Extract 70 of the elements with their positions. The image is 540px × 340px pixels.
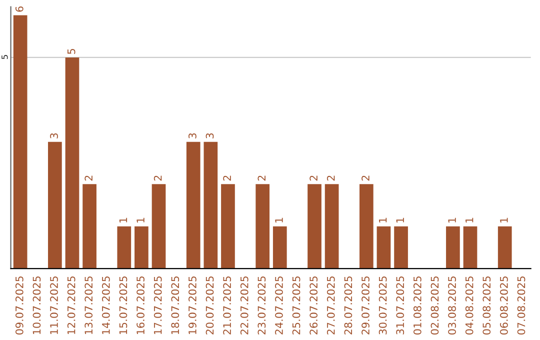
data-label: 1 xyxy=(500,218,508,222)
bar xyxy=(204,142,218,269)
x-tick-label: 20.07.2025 xyxy=(206,276,214,334)
data-label: 2 xyxy=(310,176,318,181)
x-tick-label: 25.07.2025 xyxy=(292,276,300,334)
x-tick-label: 02.08.2025 xyxy=(430,276,439,334)
x-tick-label: 06.08.2025 xyxy=(500,276,508,334)
bar xyxy=(221,184,235,269)
x-tick-label: 31.07.2025 xyxy=(396,276,404,334)
x-tick-label: 18.07.2025 xyxy=(171,276,180,334)
bar xyxy=(360,184,374,269)
x-tick-label: 21.07.2025 xyxy=(223,276,231,334)
bar xyxy=(256,184,270,269)
data-label: 3 xyxy=(188,133,196,138)
x-tick-label: 17.07.2025 xyxy=(154,276,162,334)
x-tick-label: 04.08.2025 xyxy=(465,276,474,334)
bar xyxy=(324,184,339,269)
data-label: 2 xyxy=(84,176,92,181)
x-tick-label: 26.07.2025 xyxy=(310,276,318,334)
x-tick-label: 19.07.2025 xyxy=(188,276,196,334)
data-label: 1 xyxy=(119,218,128,222)
data-label: 2 xyxy=(258,176,266,181)
bar xyxy=(394,226,408,269)
x-tick-label: 16.07.2025 xyxy=(136,276,144,334)
data-label: 2 xyxy=(326,176,335,181)
data-label: 3 xyxy=(50,133,58,138)
x-tick-label: 15.07.2025 xyxy=(119,276,128,334)
x-tick-label: 28.07.2025 xyxy=(344,276,352,334)
x-tick-label: 27.07.2025 xyxy=(326,276,335,334)
bar xyxy=(117,226,132,269)
x-tick-label: 05.08.2025 xyxy=(482,276,491,334)
x-tick-label: 07.08.2025 xyxy=(517,276,526,334)
x-tick-label: 03.08.2025 xyxy=(448,276,456,334)
bar xyxy=(308,184,322,269)
bar xyxy=(498,226,512,269)
x-tick-label: 24.07.2025 xyxy=(275,276,283,334)
x-tick-label: 29.07.2025 xyxy=(362,276,370,334)
bar xyxy=(446,226,460,269)
bar xyxy=(13,15,28,269)
x-tick-label: 01.08.2025 xyxy=(413,276,422,334)
x-tick-label: 14.07.2025 xyxy=(102,276,110,334)
x-tick-label: 30.07.2025 xyxy=(378,276,387,334)
data-label: 2 xyxy=(223,176,231,181)
bar xyxy=(82,184,96,269)
data-label: 1 xyxy=(275,218,283,222)
bar xyxy=(272,226,287,269)
data-label: 2 xyxy=(362,176,370,181)
bar xyxy=(463,226,478,269)
data-label: 3 xyxy=(206,133,214,138)
x-tick-label: 13.07.2025 xyxy=(84,276,93,334)
bar xyxy=(186,142,200,269)
data-label: 1 xyxy=(379,218,387,222)
x-tick-label: 11.07.2025 xyxy=(50,276,58,334)
bar xyxy=(376,226,391,269)
bar xyxy=(65,57,80,269)
data-label: 6 xyxy=(15,6,24,12)
x-tick-label: 22.07.2025 xyxy=(240,276,248,334)
data-label: 1 xyxy=(466,218,474,222)
data-label: 1 xyxy=(448,218,456,222)
bar xyxy=(48,142,62,269)
x-tick-label: 10.07.2025 xyxy=(32,276,41,334)
bar xyxy=(134,226,148,269)
x-tick-label: 23.07.2025 xyxy=(258,276,266,334)
bar xyxy=(152,184,166,269)
data-label: 1 xyxy=(136,218,144,222)
data-label: 2 xyxy=(154,176,162,181)
x-tick-label: 09.07.2025 xyxy=(15,276,24,334)
data-label: 1 xyxy=(396,218,404,222)
x-tick-label: 12.07.2025 xyxy=(67,276,76,334)
data-label: 5 xyxy=(68,48,76,54)
